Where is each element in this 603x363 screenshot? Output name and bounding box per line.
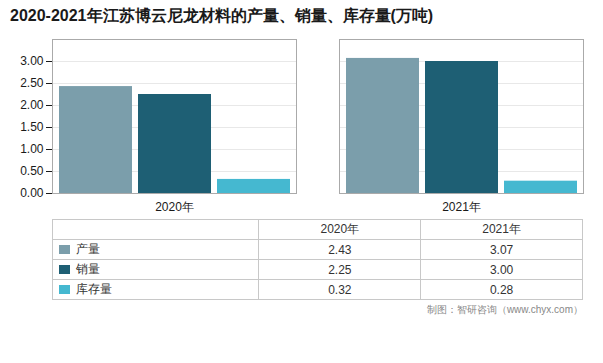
svg-text:1.00: 1.00 (20, 142, 44, 156)
svg-text:3.00: 3.00 (20, 54, 44, 68)
html-text:2.25: 2.25 (328, 262, 352, 277)
svg-text:2021年: 2021年 (442, 200, 481, 214)
svg-text:2.00: 2.00 (20, 98, 44, 112)
html-text:2.43: 2.43 (328, 242, 352, 257)
html-text:0.32: 0.32 (328, 282, 352, 297)
html-text:制图：智研咨询（www.chyx.com）: 制图：智研咨询（www.chyx.com） (426, 304, 583, 315)
svg-text:2.50: 2.50 (20, 76, 44, 90)
html-text:3.07: 3.07 (489, 242, 514, 257)
html-text:产量: 产量 (76, 242, 100, 256)
svg-text:0.00: 0.00 (20, 186, 44, 200)
html-text:2020年: 2020年 (320, 222, 360, 236)
html-text:0.28: 0.28 (489, 282, 514, 297)
html-text:2020-2021年江苏博云尼龙材料的产量、销量、库存量(万: 2020-2021年江苏博云尼龙材料的产量、销量、库存量(万吨) (10, 7, 434, 24)
svg-text:1.50: 1.50 (20, 120, 44, 134)
html-text:库存量: 库存量 (76, 282, 112, 296)
svg-text:2020年: 2020年 (155, 200, 194, 214)
svg-text:0.50: 0.50 (20, 164, 44, 178)
html-text:2021年: 2021年 (482, 222, 521, 236)
html-text:3.00: 3.00 (489, 262, 514, 277)
html-text:销量: 销量 (76, 262, 100, 276)
